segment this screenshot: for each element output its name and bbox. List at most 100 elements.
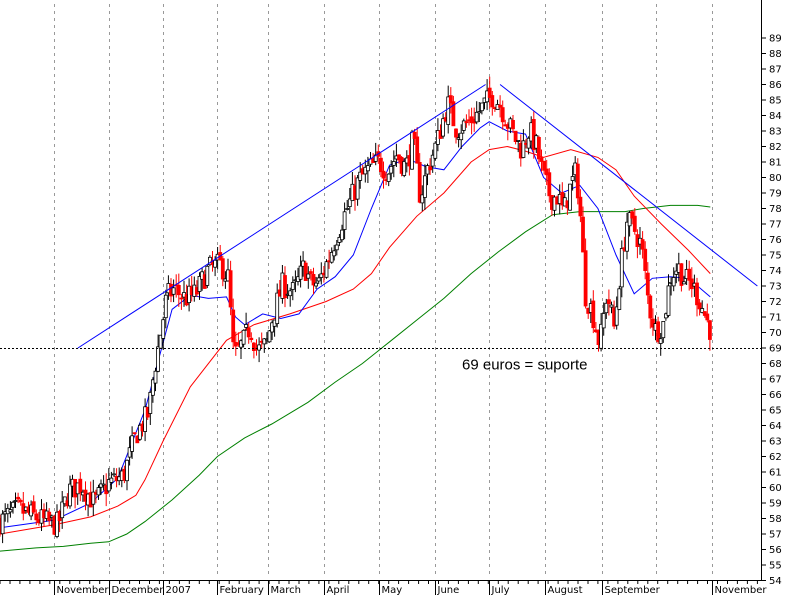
candle (498, 95, 503, 118)
candle-body (604, 302, 609, 314)
y-tick-label: 82 (769, 142, 782, 153)
y-tick-label: 87 (769, 65, 782, 76)
candle (464, 114, 469, 128)
candle-body (581, 216, 585, 253)
candle-body (420, 194, 425, 204)
candle-body (417, 161, 422, 203)
candle (428, 158, 433, 175)
candle-body (682, 281, 686, 285)
candle (661, 320, 666, 343)
candle (591, 290, 596, 334)
candle (150, 377, 155, 403)
candle (16, 492, 21, 504)
support-annotation: 69 euros = suporte (462, 357, 588, 374)
candle (308, 269, 313, 281)
candle (581, 206, 585, 253)
candle-body (308, 271, 313, 274)
candle (422, 164, 427, 210)
candle (682, 275, 686, 285)
candle (31, 495, 36, 515)
candle (695, 277, 699, 317)
candle (130, 426, 135, 459)
candle-body (433, 142, 438, 159)
candle-body (591, 300, 596, 329)
candle-body (575, 163, 580, 199)
candle (275, 283, 280, 328)
candle (619, 240, 624, 298)
candle-body (422, 175, 427, 198)
candle (477, 102, 482, 122)
y-tick-label: 86 (769, 80, 782, 91)
candle-body (705, 313, 710, 321)
y-tick-label: 77 (769, 220, 782, 231)
candle (625, 212, 629, 260)
candle (448, 87, 453, 114)
y-tick-label: 71 (769, 313, 782, 324)
candle-body (702, 311, 707, 316)
candle-body (137, 424, 142, 440)
candle-body (127, 447, 132, 458)
candle (0, 510, 5, 544)
y-axis: 54 55 56 57 58 59 60 61 62 63 64 65 66 67 68 69 70 71 72 73… (761, 0, 782, 587)
candle (342, 202, 347, 240)
candle-body (490, 95, 495, 108)
candle (176, 273, 181, 307)
candle (531, 111, 536, 159)
candle-body (513, 130, 518, 142)
candle (568, 183, 572, 211)
candle-body (241, 329, 246, 345)
x-tick-label: November (715, 585, 768, 595)
candle (334, 240, 339, 256)
y-tick-label: 64 (769, 421, 782, 432)
candle-body (461, 120, 466, 131)
candle-body (267, 330, 272, 343)
candle (542, 160, 546, 175)
candle-body (112, 473, 116, 476)
candle-body (632, 215, 637, 232)
candle-body (526, 137, 531, 149)
candle-body (345, 208, 350, 210)
candle (702, 311, 707, 318)
candle-body (68, 483, 72, 507)
candle-body (11, 501, 15, 508)
x-axis: November December 2007 February March April Ma… (0, 580, 767, 595)
candle (474, 101, 479, 125)
candle-body (197, 275, 202, 292)
candle (539, 149, 544, 172)
candle (544, 159, 549, 186)
candle (451, 95, 456, 127)
candle (68, 475, 72, 509)
candle-body (661, 320, 666, 339)
candle-body (459, 132, 464, 141)
candle (658, 333, 663, 356)
candle (251, 342, 256, 359)
candle (205, 264, 210, 289)
candle-body (539, 157, 544, 162)
candle-body (0, 513, 5, 535)
candle-body (428, 166, 433, 171)
candle (34, 509, 39, 526)
candle-body (378, 157, 383, 173)
candle-body (329, 251, 334, 263)
candle (516, 139, 521, 153)
candle-body (314, 282, 319, 287)
candle (441, 113, 446, 139)
candle-body (666, 285, 671, 316)
candle (262, 338, 267, 353)
candle (163, 289, 168, 329)
candle-body (500, 107, 505, 123)
candle-body (630, 211, 635, 219)
candle-body (270, 322, 275, 333)
candle (101, 475, 106, 491)
candle (358, 162, 363, 189)
candle-body (412, 131, 417, 139)
candle (161, 316, 166, 350)
candle-body (132, 432, 137, 435)
candle (513, 130, 518, 145)
trendlines (77, 84, 758, 349)
candle-body (477, 111, 482, 114)
candle-body (109, 477, 114, 483)
candle (257, 337, 262, 363)
y-tick-label: 78 (769, 204, 782, 215)
